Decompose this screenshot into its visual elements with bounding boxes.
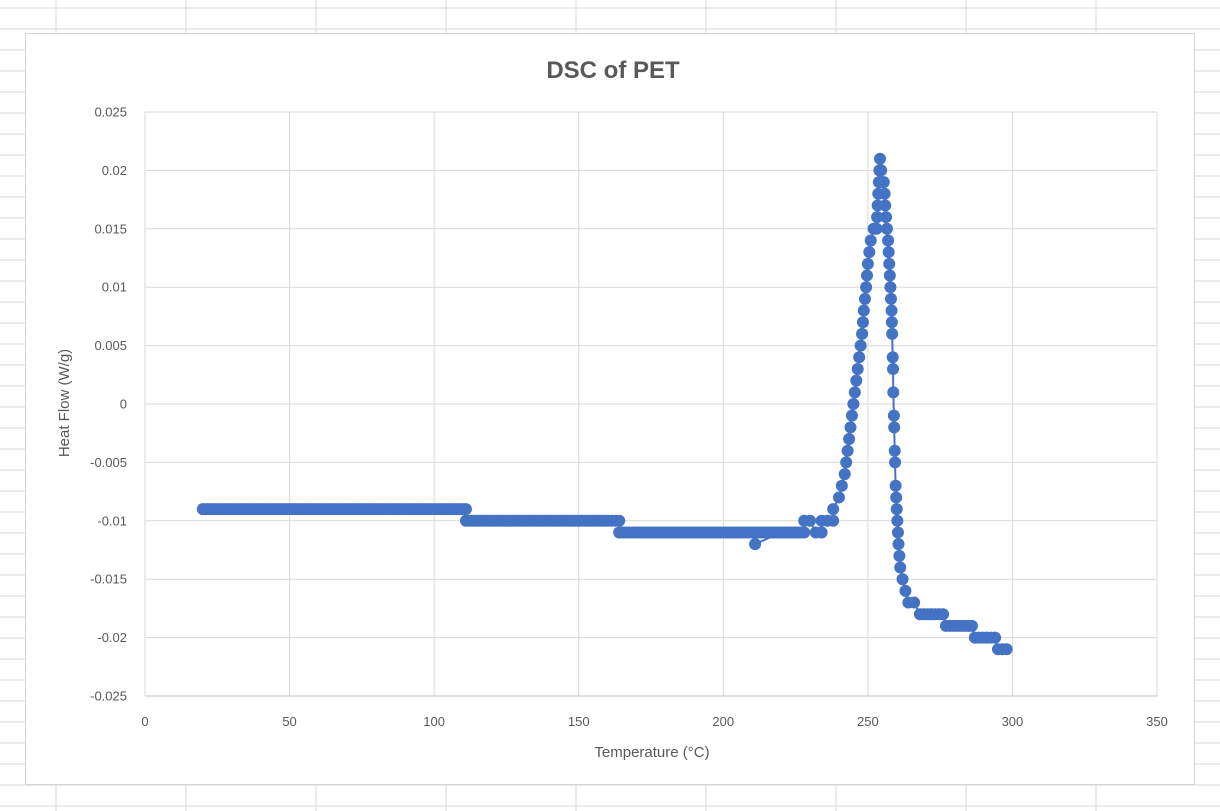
data-point [875, 164, 888, 177]
data-point [888, 444, 901, 457]
data-point [877, 176, 890, 189]
data-point [891, 514, 904, 527]
data-point [885, 304, 898, 317]
data-point [965, 619, 978, 632]
y-tick-label: -0.015 [90, 572, 127, 587]
y-tick-label: 0 [120, 397, 127, 412]
data-point [856, 327, 869, 340]
axes [144, 112, 1157, 697]
plot-gridlines [145, 111, 1158, 696]
y-tick-label: 0.01 [102, 280, 127, 295]
chart-area[interactable]: 0 50 100 150 200 250 300 350 0.025 0.02 0.015 0.01 0… [25, 33, 1195, 785]
data-point [883, 269, 896, 282]
data-point [864, 234, 877, 247]
data-point [840, 456, 853, 469]
x-tick-label: 300 [1002, 714, 1024, 729]
data-point [884, 281, 897, 294]
data-point [888, 421, 901, 434]
y-tick-label: -0.005 [90, 455, 127, 470]
data-point [848, 386, 861, 399]
data-point [884, 292, 897, 305]
data-point [893, 549, 906, 562]
y-tick-label: -0.02 [97, 630, 127, 645]
x-tick-label: 150 [568, 714, 590, 729]
data-point [832, 491, 845, 504]
data-point [883, 257, 896, 270]
y-tick-label: -0.01 [97, 513, 127, 528]
data-point [882, 234, 895, 247]
data-point [850, 374, 863, 387]
data-point [880, 222, 893, 235]
data-point [899, 584, 912, 597]
data-point [459, 503, 472, 516]
x-tick-label: 100 [423, 714, 445, 729]
data-point [854, 339, 867, 352]
x-axis-title: Temperature (°C) [594, 744, 709, 761]
x-tick-label: 350 [1146, 714, 1168, 729]
data-point [889, 479, 902, 492]
data-point [885, 316, 898, 329]
data-point [860, 281, 873, 294]
data-point [838, 468, 851, 481]
data-point [861, 257, 874, 270]
y-tick-label: 0.015 [94, 221, 127, 236]
data-point [835, 479, 848, 492]
data-point [858, 292, 871, 305]
data-point [890, 491, 903, 504]
data-point [886, 351, 899, 364]
data-point [815, 526, 828, 539]
data-point [857, 304, 870, 317]
x-tick-label: 50 [282, 714, 296, 729]
data-point [879, 199, 892, 212]
data-point [847, 398, 860, 410]
chart-svg: 0 50 100 150 200 250 300 350 0.025 0.02 0.015 0.01 0… [56, 57, 1168, 761]
data-point [843, 433, 856, 446]
data-point [874, 152, 887, 165]
data-point [989, 631, 1002, 644]
data-point [886, 327, 899, 340]
data-point [896, 573, 909, 586]
data-point [827, 514, 840, 527]
data-point [891, 526, 904, 539]
data-point [887, 409, 900, 422]
data-point [870, 222, 883, 235]
data-point [827, 503, 840, 516]
y-tick-label: 0.02 [102, 163, 127, 178]
data-point [860, 269, 873, 282]
x-tick-label: 0 [141, 714, 148, 729]
data-point [749, 538, 762, 551]
chart-title: DSC of PET [546, 57, 680, 84]
data-point [889, 456, 902, 469]
y-tick-label: 0.025 [94, 105, 127, 120]
data-point [856, 316, 869, 329]
y-tick-label: 0.005 [94, 338, 127, 353]
data-point [1000, 643, 1013, 656]
y-tick-label: -0.025 [90, 689, 127, 704]
data-point [887, 362, 900, 375]
data-point [845, 409, 858, 422]
data-point [841, 444, 854, 457]
x-tick-label: 250 [857, 714, 879, 729]
data-point [844, 421, 857, 434]
data-point [613, 514, 626, 527]
y-axis-title: Heat Flow (W/g) [56, 349, 73, 457]
data-point [880, 211, 893, 224]
series-points [196, 152, 1013, 656]
data-point [890, 503, 903, 516]
data-point [882, 246, 895, 259]
data-point [908, 596, 921, 609]
data-point [853, 351, 866, 364]
tick-labels: 0 50 100 150 200 250 300 350 0.025 0.02 0.015 0.01 0… [90, 105, 1168, 730]
data-point [804, 514, 817, 527]
data-point [894, 561, 907, 574]
data-point [892, 538, 905, 551]
data-point [937, 608, 950, 621]
x-tick-label: 200 [712, 714, 734, 729]
data-point [878, 187, 891, 200]
data-point [887, 386, 900, 399]
data-point [798, 526, 811, 539]
data-point [851, 362, 864, 375]
data-point [863, 246, 876, 259]
data-point [871, 211, 884, 224]
